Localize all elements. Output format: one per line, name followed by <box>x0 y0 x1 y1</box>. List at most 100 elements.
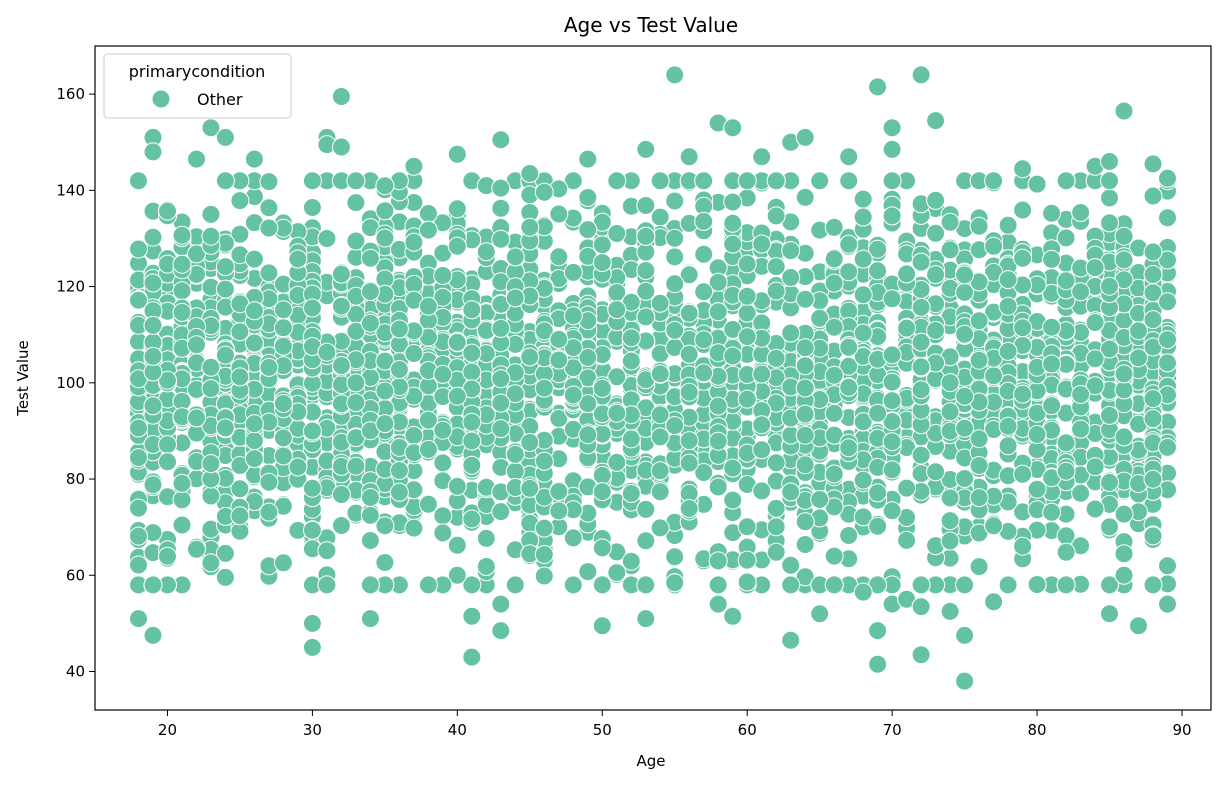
data-point <box>1158 353 1177 373</box>
data-point <box>1013 318 1033 338</box>
data-point-outlier <box>636 139 656 159</box>
data-point <box>317 342 337 362</box>
data-point <box>404 274 424 294</box>
data-point <box>824 249 844 269</box>
data-point <box>752 415 772 435</box>
data-point-outlier <box>129 609 148 629</box>
data-point <box>665 320 685 340</box>
data-point <box>752 481 772 501</box>
x-tick-label: 60 <box>738 721 757 739</box>
data-point <box>795 567 815 587</box>
data-point <box>476 528 496 548</box>
data-point <box>897 318 917 338</box>
x-tick-label: 40 <box>448 721 467 739</box>
data-point <box>998 270 1018 290</box>
data-point <box>172 515 192 535</box>
data-point <box>650 518 670 538</box>
data-point <box>1085 349 1105 369</box>
data-point <box>375 228 395 248</box>
data-point <box>433 287 453 307</box>
data-point <box>143 315 163 335</box>
data-point <box>505 461 525 481</box>
data-point <box>911 252 931 272</box>
data-point <box>592 538 612 558</box>
data-point <box>1100 405 1119 425</box>
data-point <box>563 262 583 282</box>
data-point-outlier <box>1129 616 1148 636</box>
data-point <box>273 428 293 448</box>
data-point <box>1071 419 1091 439</box>
data-point <box>143 575 163 595</box>
data-point <box>389 482 409 502</box>
data-point <box>259 263 279 283</box>
data-point <box>505 444 525 464</box>
data-point <box>549 501 569 521</box>
data-point <box>694 330 714 350</box>
data-point-outlier <box>592 616 612 636</box>
data-point <box>839 262 859 282</box>
data-point <box>679 382 699 402</box>
data-point <box>1042 203 1062 223</box>
data-point <box>737 254 757 274</box>
data-point <box>129 498 148 518</box>
data-point <box>129 290 148 310</box>
data-point <box>998 416 1018 436</box>
data-point <box>1085 499 1105 519</box>
data-point <box>172 225 192 245</box>
data-point <box>563 528 583 548</box>
data-point <box>534 518 554 538</box>
data-point <box>172 490 192 510</box>
data-point <box>346 193 366 213</box>
data-point <box>143 227 163 247</box>
data-point <box>360 531 380 550</box>
data-point <box>853 323 873 343</box>
data-point <box>549 247 569 267</box>
data-point <box>1100 339 1119 359</box>
data-point <box>346 171 366 191</box>
data-point-outlier <box>882 118 902 138</box>
data-point <box>578 348 598 367</box>
data-point-outlier <box>187 149 206 169</box>
data-point <box>592 253 612 272</box>
data-point <box>882 345 902 365</box>
data-point-outlier <box>360 609 380 629</box>
data-point <box>418 494 438 514</box>
data-point <box>882 289 902 309</box>
data-point <box>302 421 322 441</box>
data-point <box>636 226 656 246</box>
data-point-outlier <box>491 130 511 150</box>
data-point <box>1143 310 1163 330</box>
x-tick-label: 20 <box>158 721 177 739</box>
data-point <box>360 282 380 301</box>
data-point <box>766 206 786 226</box>
data-point <box>201 486 221 506</box>
data-point <box>1013 464 1033 484</box>
data-point <box>418 439 438 459</box>
data-point <box>534 451 554 471</box>
data-point-outlier <box>853 582 873 602</box>
data-point <box>288 249 308 269</box>
data-point <box>172 302 192 322</box>
data-point <box>795 338 815 358</box>
data-point <box>375 351 395 371</box>
data-point <box>520 478 540 498</box>
data-point <box>1143 283 1163 303</box>
data-point-outlier <box>911 597 931 617</box>
data-point <box>824 546 844 566</box>
data-point-outlier <box>781 630 801 650</box>
data-point <box>650 405 670 425</box>
data-point <box>752 364 772 384</box>
data-point <box>462 343 482 363</box>
data-point <box>636 196 656 215</box>
data-point-outlier <box>244 149 264 169</box>
data-point <box>766 542 786 562</box>
data-point <box>244 301 264 321</box>
data-point <box>650 427 670 447</box>
legend-title: primarycondition <box>129 62 266 81</box>
data-point <box>273 446 293 466</box>
data-point <box>1056 542 1076 562</box>
data-point-outlier <box>1100 604 1119 624</box>
data-point <box>795 187 815 207</box>
data-point <box>578 220 598 240</box>
data-point <box>462 362 482 382</box>
